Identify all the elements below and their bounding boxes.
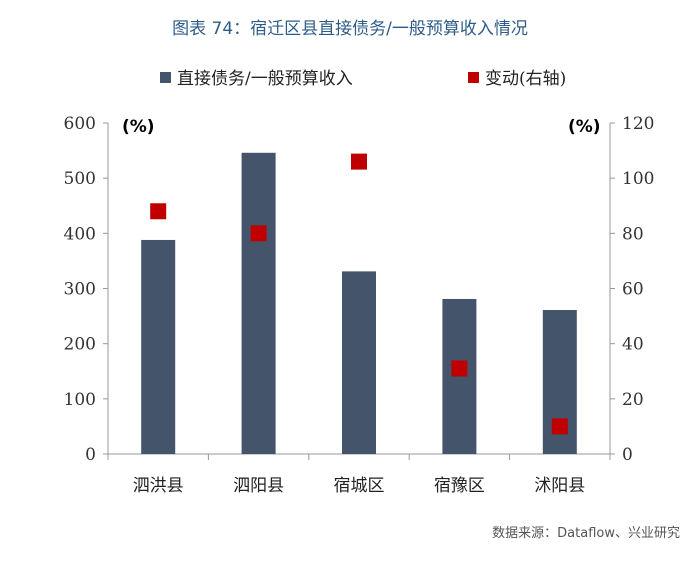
bar (241, 152, 276, 455)
right-tick-label: 120 (622, 114, 654, 134)
left-tick-label: 400 (64, 224, 96, 244)
source-note: 数据来源：Dataflow、兴业研究 (492, 526, 680, 541)
left-tick-label: 100 (64, 390, 96, 410)
right-tick-label: 80 (622, 224, 644, 244)
axes: 0 100 200 300 400 500 600 0 20 40 60 80 100 120 泗洪县 泗阳县… (64, 114, 655, 496)
change-point (451, 360, 468, 377)
left-tick-label: 300 (64, 280, 96, 300)
right-tick-label: 40 (622, 335, 644, 355)
left-axis-unit: (%) (122, 117, 155, 137)
change-point (351, 153, 367, 170)
change-points (150, 153, 568, 435)
category-label: 沭阳县 (534, 476, 585, 496)
right-tick-label: 100 (622, 169, 654, 189)
right-tick-label: 60 (622, 280, 644, 300)
bar (342, 271, 376, 454)
right-tick-label: 0 (622, 445, 633, 465)
right-axis-unit: (%) (568, 117, 601, 137)
left-tick-label: 0 (85, 445, 96, 465)
legend-swatch-bar (160, 72, 171, 83)
legend-label-bar: 直接债务/一般预算收入 (177, 69, 353, 89)
category-label: 泗阳县 (233, 476, 284, 496)
change-point (551, 418, 568, 435)
legend-swatch-change (468, 72, 479, 83)
category-label: 宿城区 (334, 476, 385, 496)
legend-label-change: 变动(右轴) (485, 69, 566, 89)
chart-title: 图表 74：宿迁区县直接债务/一般预算收入情况 (172, 19, 528, 39)
legend: 直接债务/一般预算收入 变动(右轴) (160, 69, 566, 89)
change-point (250, 225, 267, 242)
category-label: 宿豫区 (434, 476, 485, 496)
right-tick-label: 20 (622, 390, 644, 410)
change-point (150, 203, 167, 220)
category-label: 泗洪县 (133, 476, 184, 496)
left-tick-label: 600 (64, 114, 96, 134)
bar (141, 239, 176, 454)
left-tick-label: 500 (64, 169, 96, 189)
bars (141, 152, 577, 455)
left-tick-label: 200 (64, 335, 96, 355)
